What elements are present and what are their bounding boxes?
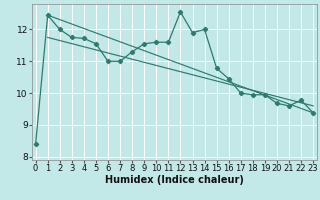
X-axis label: Humidex (Indice chaleur): Humidex (Indice chaleur)	[105, 175, 244, 185]
